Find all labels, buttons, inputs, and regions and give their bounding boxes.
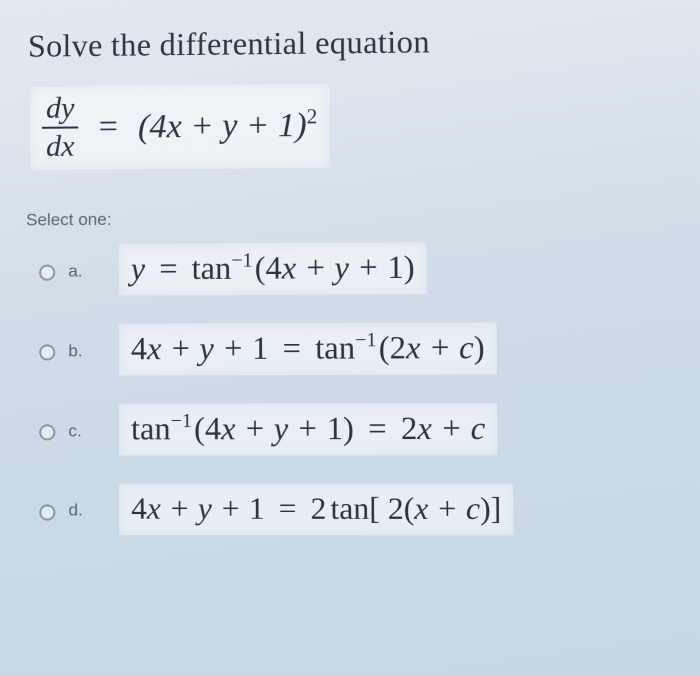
option-a[interactable]: a. y = tan−1(4x + y + 1): [34, 241, 694, 296]
question-card: Solve the differential equation dy dx = …: [0, 0, 700, 676]
option-b-label: b.: [68, 341, 82, 361]
option-c-math: tan−1(4x + y + 1) = 2x + c: [119, 403, 498, 456]
question-prompt: Solve the differential equation: [28, 20, 691, 65]
option-c-label: c.: [68, 421, 81, 441]
option-d-math: 4x + y + 1 = 2tan[ 2(x + c)]: [119, 484, 514, 535]
option-b[interactable]: b. 4x + y + 1 = tan−1(2x + c): [34, 322, 694, 376]
option-d-radio[interactable]: [39, 504, 55, 520]
option-b-math: 4x + y + 1 = tan−1(2x + c): [119, 322, 497, 375]
option-b-radio[interactable]: [39, 344, 55, 360]
derivative-fraction: dy dx: [42, 92, 79, 162]
option-a-math: y = tan−1(4x + y + 1): [119, 242, 427, 295]
fraction-denominator: dx: [46, 128, 74, 162]
option-d-label: d.: [68, 500, 82, 520]
equation-rhs: (4x + y + 1)2: [138, 104, 318, 146]
option-a-label: a.: [68, 261, 82, 281]
option-a-radio[interactable]: [39, 265, 55, 281]
question-equation: dy dx = (4x + y + 1)2: [30, 84, 330, 170]
option-c[interactable]: c. tan−1(4x + y + 1) = 2x + c: [34, 403, 695, 456]
fraction-numerator: dy: [42, 92, 78, 128]
select-one-label: Select one:: [26, 206, 693, 231]
equals-sign: =: [99, 107, 118, 145]
option-d[interactable]: d. 4x + y + 1 = 2tan[ 2(x + c)]: [34, 484, 696, 536]
options-list: a. y = tan−1(4x + y + 1) b. 4x + y + 1 =…: [22, 230, 696, 558]
option-c-radio[interactable]: [39, 424, 55, 440]
